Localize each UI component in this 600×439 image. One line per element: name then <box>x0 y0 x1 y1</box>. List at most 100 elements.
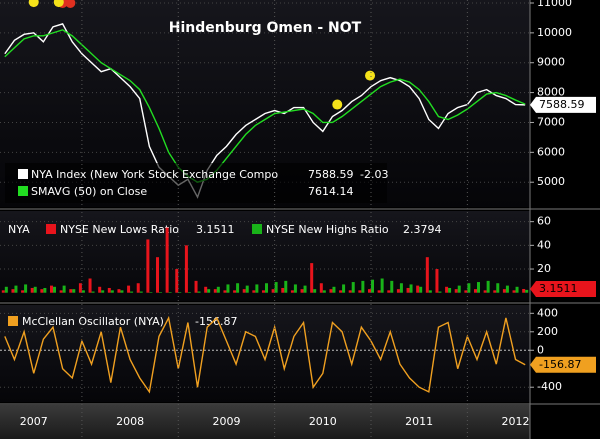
bar <box>281 287 285 293</box>
x-tick-label: 2009 <box>212 415 240 428</box>
x-tick-label: 2007 <box>20 415 48 428</box>
y-tick-label: 11000 <box>537 0 572 9</box>
legend-swatch <box>46 224 56 234</box>
bar <box>204 286 208 293</box>
bar <box>146 239 150 293</box>
bar <box>213 289 217 293</box>
bar <box>454 289 458 293</box>
signal-marker <box>332 99 343 110</box>
legend-value: -156.87 <box>195 315 237 328</box>
legend-swatch <box>18 186 28 196</box>
bar <box>159 292 162 293</box>
bar <box>165 227 169 293</box>
bar <box>78 283 82 293</box>
bar <box>457 285 461 293</box>
bar <box>493 290 497 293</box>
bar <box>445 286 449 293</box>
bar <box>101 290 105 293</box>
bar <box>313 289 317 293</box>
bar <box>290 290 294 293</box>
legend-swatch <box>252 224 262 234</box>
bar <box>69 289 73 293</box>
legend-value: 2.3794 <box>403 223 442 236</box>
legend-value: 3.1511 <box>196 223 235 236</box>
bar <box>40 289 44 293</box>
bar <box>416 285 420 293</box>
bar <box>187 292 191 293</box>
x-tick-label: 2008 <box>116 415 144 428</box>
bar <box>406 287 410 293</box>
bar <box>53 286 56 293</box>
x-tick-label: 2011 <box>405 415 433 428</box>
bar <box>262 290 265 293</box>
bar <box>233 290 237 293</box>
bar <box>50 285 53 293</box>
bar <box>293 284 297 293</box>
legend-swatch <box>18 169 28 179</box>
bar <box>512 290 516 293</box>
bar <box>130 291 134 293</box>
bar <box>21 290 25 293</box>
y-tick-label: 9000 <box>537 56 565 69</box>
panel-label: NYA <box>8 223 30 236</box>
bar <box>62 285 66 293</box>
bar <box>110 290 114 293</box>
y-tick-label: 7000 <box>537 115 565 128</box>
last-value-label: 7588.59 <box>539 98 585 111</box>
bar <box>464 290 468 293</box>
legend-swatch <box>8 316 18 326</box>
bar <box>358 290 362 293</box>
bar <box>24 284 28 293</box>
last-value-tag <box>530 280 596 297</box>
bar <box>223 290 227 293</box>
bar <box>319 283 323 293</box>
bar <box>448 287 452 293</box>
line-series <box>4 315 526 394</box>
line-series <box>4 23 526 199</box>
bar <box>30 287 34 293</box>
y-tick-label: -400 <box>537 380 562 393</box>
bar <box>194 280 198 293</box>
legend-label: NYA Index (New York Stock Exchange Compo <box>31 168 278 181</box>
legend-value: 7588.59 <box>308 168 354 181</box>
x-axis-band <box>0 405 530 439</box>
bar <box>486 280 490 293</box>
bar <box>332 286 336 293</box>
bar <box>396 289 400 293</box>
bar <box>127 285 131 293</box>
legend-box <box>5 163 387 203</box>
legend-label: SMAVG (50) on Close <box>31 185 147 198</box>
legend-label: NYSE New Lows Ratio <box>60 223 179 236</box>
bar <box>149 292 153 293</box>
y-tick-label: 400 <box>537 306 558 319</box>
bar <box>522 288 526 293</box>
bar <box>274 282 278 293</box>
bar <box>371 279 374 293</box>
bar <box>496 283 500 293</box>
chart-title: Hindenburg Omen - NOT <box>169 20 362 36</box>
bar <box>88 278 92 293</box>
bar <box>502 289 506 293</box>
bar <box>207 289 211 293</box>
legend-value: 7614.14 <box>308 185 354 198</box>
bar <box>242 289 246 293</box>
last-value-label: 3.1511 <box>539 282 578 295</box>
bar <box>368 289 371 293</box>
y-tick-label: 20 <box>537 262 551 275</box>
bar <box>477 282 480 293</box>
bar <box>339 290 343 293</box>
x-tick-label: 2012 <box>502 415 530 428</box>
bar <box>387 290 391 293</box>
bar <box>265 283 268 293</box>
legend-label: NYSE New Highs Ratio <box>266 223 389 236</box>
bar <box>4 286 8 293</box>
bar <box>428 290 432 293</box>
bar <box>310 263 314 293</box>
last-value-tag <box>530 96 596 113</box>
y-tick-label: 6000 <box>537 145 565 158</box>
y-tick-label: 5000 <box>537 175 565 188</box>
bar <box>117 289 121 293</box>
bar <box>409 284 413 293</box>
bar <box>252 290 256 293</box>
